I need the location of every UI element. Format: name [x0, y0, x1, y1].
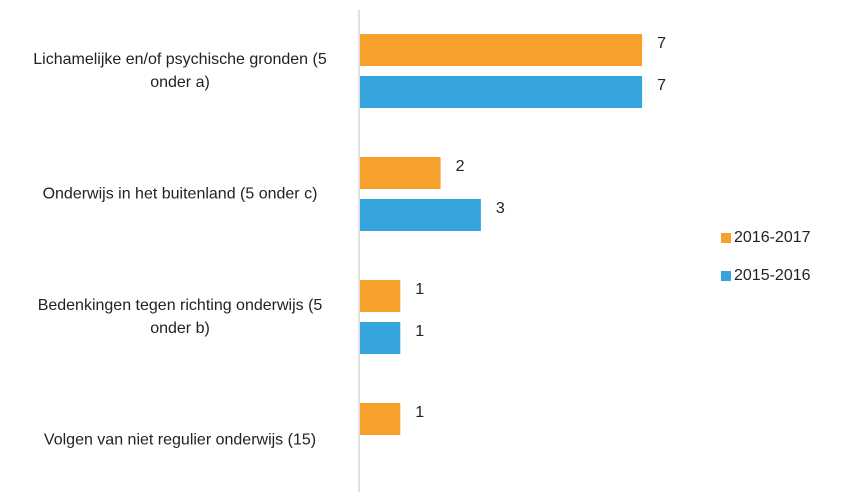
value-label: 1 — [415, 323, 424, 340]
value-label: 2 — [456, 158, 465, 175]
category-label: Volgen van niet regulier onderwijs (15) — [43, 431, 317, 449]
value-label: 7 — [657, 77, 666, 94]
value-label: 7 — [657, 35, 666, 52]
legend-label: 2015-2016 — [734, 267, 811, 284]
legend-swatch — [721, 233, 731, 243]
bar — [360, 76, 643, 108]
category-label: Onderwijs in het buitenland (5 onder c) — [42, 185, 318, 203]
bar — [360, 34, 643, 66]
category-label: Lichamelijke en/of psychische gronden (5… — [33, 51, 327, 91]
bar — [360, 280, 401, 312]
bar — [360, 157, 441, 189]
value-label: 3 — [496, 200, 505, 217]
value-label: 1 — [415, 281, 424, 298]
bar — [360, 403, 401, 435]
legend-swatch — [721, 271, 731, 281]
legend-label: 2016-2017 — [734, 229, 811, 246]
value-label: 1 — [415, 404, 424, 421]
bar — [360, 199, 481, 231]
bar — [360, 322, 401, 354]
category-label: Bedenkingen tegen richting onderwijs (5 … — [37, 297, 323, 337]
